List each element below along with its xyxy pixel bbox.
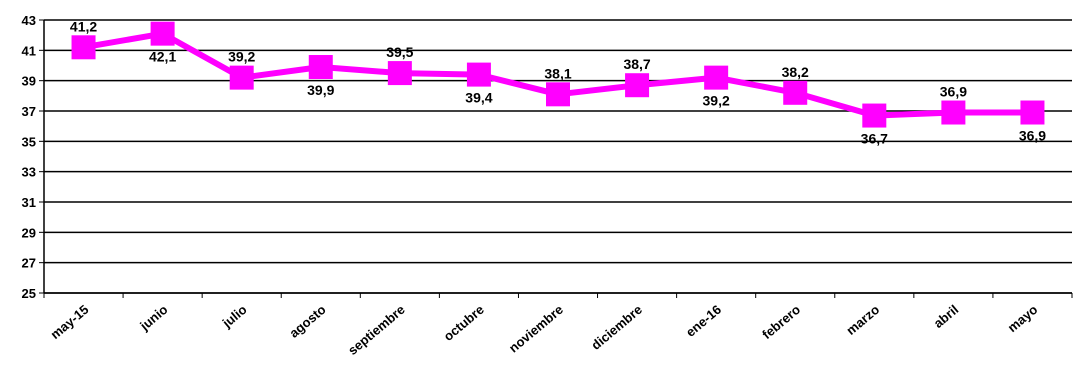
data-point-marker [71, 35, 96, 60]
data-label: 39,2 [228, 49, 255, 65]
x-tick-label: mayo [1005, 302, 1041, 335]
data-label: 39,4 [465, 90, 492, 106]
y-tick-label: 27 [22, 256, 36, 271]
data-point-marker [941, 100, 966, 125]
axes [39, 19, 1073, 298]
x-tick-label: febrero [759, 302, 803, 342]
data-point-marker [466, 62, 491, 87]
data-point-marker [783, 80, 808, 105]
data-label: 36,7 [861, 131, 888, 147]
y-tick-label: 39 [22, 74, 36, 89]
x-tick-label: may-15 [47, 302, 91, 342]
x-tick-label: octubre [441, 302, 487, 344]
data-labels: 41,2 42,1 39,2 39,9 39,5 39,4 38,1 38,7 39,2 38,2… [70, 18, 1046, 146]
x-tick-label: abril [931, 302, 962, 331]
y-tick-label: 37 [22, 104, 36, 119]
x-tick-label: julio [219, 302, 250, 331]
y-axis-tick-labels: 25 27 29 31 33 35 37 39 41 43 [22, 13, 36, 301]
y-tick-label: 35 [22, 134, 36, 149]
y-tick-label: 41 [22, 43, 36, 58]
y-tick-label: 33 [22, 165, 36, 180]
data-label: 42,1 [149, 49, 176, 65]
x-tick-label: agosto [286, 302, 328, 341]
series-markers [71, 21, 1045, 128]
data-point-marker [862, 103, 887, 128]
data-point-marker [150, 21, 175, 46]
data-point-marker [1020, 100, 1045, 125]
data-label: 41,2 [70, 18, 97, 34]
data-label: 38,7 [623, 56, 650, 72]
x-axis-tick-labels: may-15 junio julio agosto septiembre octubre n… [47, 302, 1040, 358]
data-point-marker [625, 73, 650, 98]
data-label: 39,2 [703, 93, 730, 109]
data-point-marker [546, 82, 570, 107]
x-tick-label: junio [136, 302, 170, 334]
data-point-marker [229, 65, 254, 90]
y-tick-label: 43 [22, 13, 36, 28]
y-tick-label: 29 [22, 225, 36, 240]
data-point-marker [387, 61, 412, 86]
data-label: 39,5 [386, 44, 413, 60]
x-tick-label: noviembre [506, 302, 566, 356]
data-label: 36,9 [940, 84, 967, 100]
x-tick-label: septiembre [345, 302, 408, 358]
data-label: 36,9 [1019, 128, 1046, 144]
data-point-marker [704, 65, 729, 90]
gridlines [44, 19, 1072, 294]
data-label: 38,2 [782, 64, 809, 80]
y-tick-label: 31 [22, 195, 36, 210]
data-label: 39,9 [307, 82, 334, 98]
x-tick-label: marzo [843, 302, 882, 338]
x-tick-label: ene-16 [683, 302, 724, 340]
y-tick-label: 25 [22, 286, 36, 301]
data-label: 38,1 [544, 65, 571, 81]
data-point-marker [308, 55, 333, 80]
x-tick-label: diciembre [588, 302, 645, 353]
